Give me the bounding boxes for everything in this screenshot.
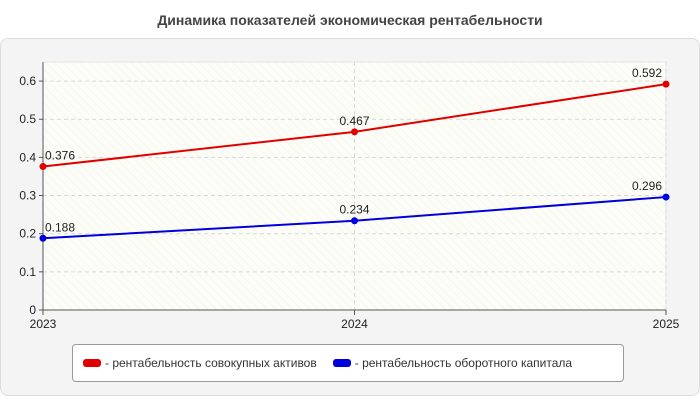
legend-swatch-assets <box>83 359 101 367</box>
legend-swatch-working-capital <box>332 359 351 367</box>
data-label: 0.376 <box>45 149 75 163</box>
grid-lines <box>43 62 667 310</box>
data-labels: 0.376 0.467 0.592 0.188 0.234 0.296 <box>45 66 662 234</box>
data-point[interactable] <box>662 80 670 88</box>
y-tick-label: 0.2 <box>19 227 36 241</box>
y-tick-label: 0.4 <box>19 150 36 164</box>
data-label: 0.296 <box>632 179 662 193</box>
data-point[interactable] <box>39 234 47 242</box>
chart-title: Динамика показателей экономическая рента… <box>157 12 543 28</box>
legend-item-assets[interactable]: - рентабельность совокупных активов <box>83 356 317 370</box>
x-tick-label: 2023 <box>30 317 57 331</box>
data-label: 0.188 <box>45 220 75 234</box>
x-tick-label: 2024 <box>341 317 368 331</box>
y-tick-label: 0.5 <box>19 112 36 126</box>
y-tick-label: 0.1 <box>19 265 36 279</box>
y-tick-label: 0.6 <box>19 74 36 88</box>
data-label: 0.467 <box>339 114 369 128</box>
data-point[interactable] <box>39 163 47 171</box>
data-point[interactable] <box>351 217 358 225</box>
data-point[interactable] <box>351 128 358 136</box>
series-lines <box>39 80 670 242</box>
data-point[interactable] <box>662 193 670 201</box>
x-tick-label: 2025 <box>653 317 680 331</box>
axes: 0 0.1 0.2 0.3 0.4 0.5 0.6 2023 2024 2025 <box>19 62 680 331</box>
legend-item-working-capital[interactable]: - рентабельность оборотного капитала <box>332 356 573 370</box>
data-label: 0.234 <box>339 203 369 217</box>
legend: - рентабельность совокупных активов - ре… <box>72 344 624 382</box>
data-label: 0.592 <box>632 66 662 80</box>
legend-label-working-capital: - рентабельность оборотного капитала <box>354 356 573 370</box>
y-tick-label: 0 <box>29 303 36 317</box>
legend-label-assets: - рентабельность совокупных активов <box>105 356 317 370</box>
y-tick-label: 0.3 <box>19 189 36 203</box>
